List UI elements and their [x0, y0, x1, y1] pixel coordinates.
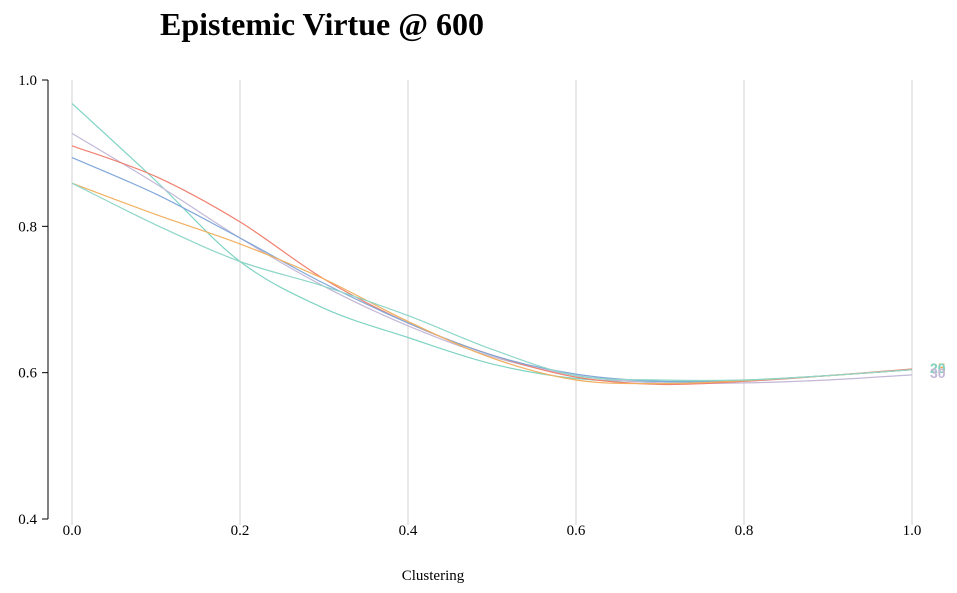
y-axis: 0.4 0.6 0.8 1.0 — [18, 73, 49, 528]
series-end-label: 20 — [930, 360, 946, 376]
series-line-2 — [71, 132, 913, 385]
x-tick-label: 0.4 — [399, 523, 418, 539]
x-axis-title: Clustering — [402, 568, 465, 584]
y-tick-label: 0.8 — [18, 219, 37, 235]
series-line-6 — [71, 182, 913, 382]
x-axis: 0.0 0.2 0.4 0.6 0.8 1.0 — [63, 523, 922, 539]
x-tick-label: 0.8 — [735, 523, 754, 539]
y-tick-label: 0.4 — [18, 512, 37, 528]
series-end-label: 30 — [930, 365, 946, 381]
x-tick-label: 0.0 — [63, 523, 82, 539]
series-line-4 — [71, 157, 913, 383]
chart-title: Epistemic Virtue @ 600 — [160, 6, 484, 42]
grid-lines — [71, 80, 913, 525]
series-group — [71, 102, 913, 386]
series-end-label: 25 — [930, 360, 946, 376]
series-line-1 — [71, 102, 913, 383]
x-tick-label: 1.0 — [903, 523, 922, 539]
x-tick-label: 0.6 — [567, 523, 586, 539]
y-tick-label: 1.0 — [18, 73, 37, 89]
series-line-5 — [71, 182, 913, 385]
x-tick-label: 0.2 — [231, 523, 250, 539]
y-tick-label: 0.6 — [18, 366, 37, 382]
